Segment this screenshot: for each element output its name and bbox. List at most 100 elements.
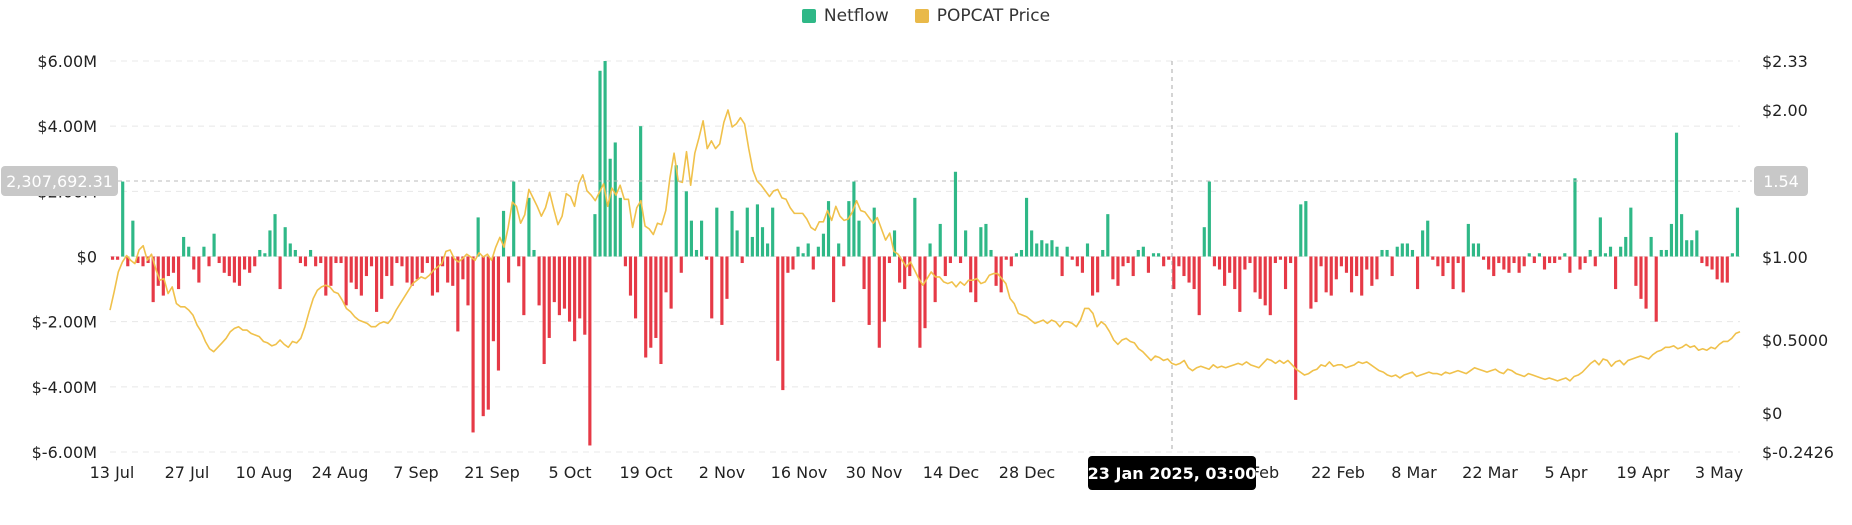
netflow-bar[interactable]: [446, 256, 450, 283]
netflow-bar[interactable]: [791, 256, 795, 270]
netflow-bar[interactable]: [1004, 256, 1008, 260]
netflow-bar[interactable]: [735, 230, 739, 257]
netflow-bar[interactable]: [750, 236, 754, 257]
netflow-bar[interactable]: [562, 256, 567, 309]
netflow-bar[interactable]: [958, 256, 963, 264]
netflow-bar[interactable]: [380, 256, 384, 299]
netflow-bar[interactable]: [1690, 240, 1694, 257]
netflow-bar[interactable]: [923, 256, 927, 329]
netflow-bar[interactable]: [999, 256, 1003, 293]
netflow-bar[interactable]: [1238, 256, 1242, 312]
netflow-bar[interactable]: [948, 256, 952, 264]
netflow-bar[interactable]: [1111, 256, 1115, 280]
netflow-bar[interactable]: [725, 256, 729, 299]
netflow-bar[interactable]: [674, 165, 678, 257]
netflow-bar[interactable]: [192, 256, 196, 270]
netflow-bar[interactable]: [1537, 253, 1541, 257]
netflow-bar[interactable]: [314, 256, 318, 267]
price-line[interactable]: [109, 109, 1741, 382]
netflow-bar[interactable]: [461, 256, 465, 280]
netflow-bar[interactable]: [882, 256, 886, 322]
netflow-bar[interactable]: [1192, 256, 1196, 290]
netflow-bar[interactable]: [654, 256, 658, 338]
netflow-bar[interactable]: [649, 256, 653, 348]
netflow-bar[interactable]: [1289, 256, 1293, 264]
netflow-bar[interactable]: [898, 256, 902, 283]
netflow-bar[interactable]: [1624, 236, 1628, 257]
netflow-bar[interactable]: [1674, 132, 1679, 257]
netflow-bar[interactable]: [903, 256, 907, 290]
netflow-bar[interactable]: [1151, 253, 1156, 257]
netflow-bar[interactable]: [740, 256, 744, 264]
netflow-bar[interactable]: [669, 256, 673, 309]
netflow-bar[interactable]: [1573, 178, 1577, 257]
netflow-bar[interactable]: [603, 61, 607, 257]
netflow-bar[interactable]: [517, 256, 521, 267]
netflow-bar[interactable]: [1014, 253, 1018, 257]
netflow-bar[interactable]: [1639, 256, 1643, 299]
netflow-bar[interactable]: [1456, 256, 1460, 264]
netflow-bar[interactable]: [471, 256, 475, 433]
netflow-bar[interactable]: [1009, 256, 1013, 267]
netflow-bar[interactable]: [639, 126, 643, 257]
netflow-bar[interactable]: [415, 256, 419, 280]
netflow-bar[interactable]: [1614, 256, 1618, 290]
netflow-bar[interactable]: [1532, 256, 1536, 264]
netflow-bar[interactable]: [1405, 243, 1409, 257]
netflow-bar[interactable]: [1466, 223, 1470, 257]
netflow-bar[interactable]: [1634, 256, 1638, 286]
netflow-bar[interactable]: [1680, 214, 1684, 257]
netflow-bar[interactable]: [405, 256, 409, 283]
netflow-bar[interactable]: [319, 256, 323, 264]
netflow-bar[interactable]: [547, 256, 551, 338]
netflow-bar[interactable]: [1177, 256, 1181, 267]
netflow-bar[interactable]: [227, 256, 231, 277]
netflow-bar[interactable]: [1045, 243, 1049, 257]
netflow-bar[interactable]: [578, 256, 582, 319]
netflow-bar[interactable]: [1476, 243, 1481, 257]
netflow-bar[interactable]: [1319, 256, 1323, 267]
netflow-bar[interactable]: [1395, 246, 1399, 257]
netflow-bar[interactable]: [1146, 256, 1150, 273]
netflow-bar[interactable]: [1558, 256, 1562, 260]
netflow-bar[interactable]: [268, 230, 272, 257]
netflow-bar[interactable]: [293, 249, 297, 257]
netflow-bar[interactable]: [248, 256, 252, 273]
netflow-bar[interactable]: [222, 256, 226, 273]
netflow-bar[interactable]: [862, 256, 866, 290]
netflow-bar[interactable]: [832, 256, 836, 303]
netflow-bar[interactable]: [908, 256, 912, 277]
netflow-bar[interactable]: [943, 256, 947, 277]
netflow-bar[interactable]: [1705, 256, 1709, 267]
netflow-bar[interactable]: [989, 249, 993, 257]
netflow-bar[interactable]: [700, 220, 704, 257]
netflow-bar[interactable]: [187, 246, 191, 257]
netflow-bar[interactable]: [410, 256, 414, 286]
netflow-bar[interactable]: [207, 256, 211, 267]
netflow-bar[interactable]: [852, 181, 856, 257]
netflow-bar[interactable]: [1426, 220, 1430, 257]
netflow-bar[interactable]: [476, 217, 480, 257]
netflow-bar[interactable]: [1487, 256, 1491, 270]
netflow-bar[interactable]: [237, 256, 242, 286]
netflow-bar[interactable]: [466, 256, 470, 306]
netflow-bar[interactable]: [745, 207, 749, 257]
netflow-bar[interactable]: [136, 256, 140, 264]
netflow-bar[interactable]: [258, 249, 262, 257]
netflow-bar[interactable]: [1304, 201, 1308, 257]
netflow-bar[interactable]: [1517, 256, 1521, 273]
netflow-bar[interactable]: [369, 256, 374, 267]
netflow-bar[interactable]: [212, 233, 216, 257]
netflow-bar[interactable]: [522, 256, 526, 316]
netflow-bar[interactable]: [253, 256, 257, 267]
netflow-bar[interactable]: [1421, 230, 1425, 257]
netflow-bar[interactable]: [557, 256, 561, 316]
netflow-bar[interactable]: [644, 256, 648, 358]
netflow-bar[interactable]: [131, 220, 135, 257]
netflow-bar[interactable]: [1548, 256, 1552, 264]
netflow-bar[interactable]: [1329, 256, 1333, 296]
netflow-bar[interactable]: [512, 181, 516, 257]
netflow-bar[interactable]: [1649, 236, 1653, 257]
netflow-bar[interactable]: [202, 246, 206, 257]
netflow-bar[interactable]: [1608, 246, 1613, 257]
